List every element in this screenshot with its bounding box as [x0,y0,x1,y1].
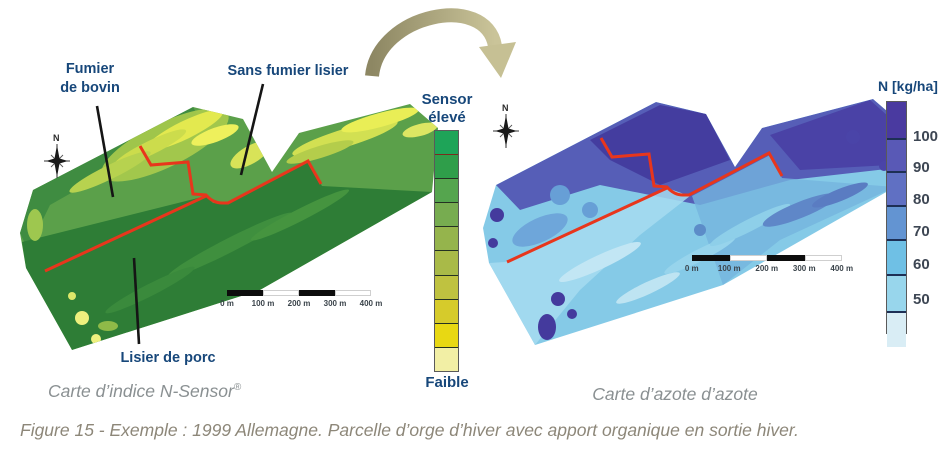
scalebar-tick-label: 0 m [684,264,699,273]
n-legend-ticks: 100 90 80 70 60 50 [913,0,945,451]
n-legend-segment [887,274,906,311]
nsensor-field-map [20,104,438,350]
sensor-scale-bottom-label: Faible [425,374,469,391]
scalebar-tick-label: 200 m [755,264,779,273]
n-legend-tick-label: 90 [913,159,930,176]
compass-n-label-right: N [502,103,509,113]
compass-icon-right [493,114,519,148]
scalebar-tick-label: 100 m [251,299,275,308]
sensor-scale-segment [435,226,458,251]
plot-boundary-lines-left [44,145,323,273]
scalebar-tick-label: 400 m [830,264,854,273]
sensor-scale-segment [435,154,458,179]
n-legend-tick-label: 70 [913,223,930,240]
n-legend-title: N [kg/ha] [878,78,938,94]
label-lisier-de-porc: Lisier de porc [120,350,216,366]
sensor-color-scale [434,130,459,372]
label-fumier-de-bovin: Fumier de bovin [60,61,120,96]
plot-boundary-lines-right [506,137,784,264]
n-legend-segment [887,239,906,274]
figure-caption: Figure 15 - Exemple : 1999 Allemagne. Pa… [20,420,799,440]
label-sans-fumier-lisier: Sans fumier lisier [227,63,349,79]
compass-icon-left [44,144,70,178]
scalebar-right [692,255,842,261]
n-legend-tick-label: 60 [913,256,930,273]
n-legend-color-scale [886,101,907,347]
scalebar-tick-label: 300 m [792,264,816,273]
caption-right-map: Carte d’azote d’azote [592,384,758,404]
n-legend-segment [887,102,906,138]
n-legend-segment [887,205,906,239]
scalebar-tick-label: 200 m [287,299,311,308]
scalebar-tick-label: 400 m [359,299,383,308]
sensor-scale-segment [435,178,458,203]
n-legend-tick-label: 100 [913,128,939,145]
sensor-scale-segment [435,322,458,347]
sensor-scale-segment [435,346,458,371]
scalebar-ticks-right: 0 m 100 m 200 m 300 m 400 m [673,264,861,273]
registered-mark: ® [233,382,242,394]
sensor-scale-segment [435,298,458,323]
n-legend-segment [887,171,906,205]
scalebar-ticks-left: 0 m 100 m 200 m 300 m 400 m [209,299,389,308]
curved-arrow-icon [365,8,516,78]
n-legend-tick-label: 50 [913,291,930,308]
sensor-scale-segment [435,131,458,155]
caption-left-map: Carte d’indice N-Sensor® [48,381,242,401]
compass-n-label-left: N [53,133,60,143]
n-legend-segment [887,138,906,171]
scalebar-tick-label: 100 m [717,264,741,273]
sensor-scale-segment [435,250,458,275]
scalebar-tick-label: 300 m [323,299,347,308]
nitrogen-field-map [483,99,901,345]
n-legend-tick-label: 80 [913,191,930,208]
label-leader-lines [95,83,265,345]
n-legend-segment [887,311,906,347]
scalebar-tick-label: 0 m [220,299,234,308]
sensor-scale-segment [435,202,458,227]
sensor-scale-top-label: Sensor élevé [421,91,473,126]
sensor-scale-segment [435,274,458,299]
scalebar-left [227,290,371,296]
